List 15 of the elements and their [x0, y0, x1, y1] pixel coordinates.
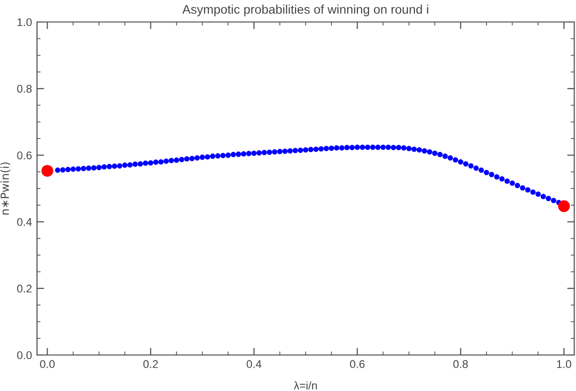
x-tick-label: 1.0: [557, 360, 572, 368]
x-axis-title: λ=i/n: [294, 381, 317, 390]
y-tick-label: 0.6: [17, 151, 32, 160]
x-tick-label: 0.4: [246, 360, 262, 368]
y-tick-label: 0.4: [17, 218, 32, 226]
x-tick-label: 0.8: [453, 360, 468, 368]
y-tick-label: 0.8: [17, 84, 32, 93]
y-axis-title: n∗Pwin(i): [0, 162, 10, 215]
y-tick-label: 0.2: [17, 284, 32, 293]
x-tick-label: 0.2: [143, 360, 158, 368]
chart-title: Asympotic probabilities of winning on round i: [182, 4, 428, 16]
y-tick-label: 1.0: [18, 18, 32, 26]
y-tick-label: 0.0: [17, 351, 32, 360]
x-tick-label: 0.6: [350, 360, 365, 368]
x-tick-label: 0.0: [40, 360, 55, 368]
